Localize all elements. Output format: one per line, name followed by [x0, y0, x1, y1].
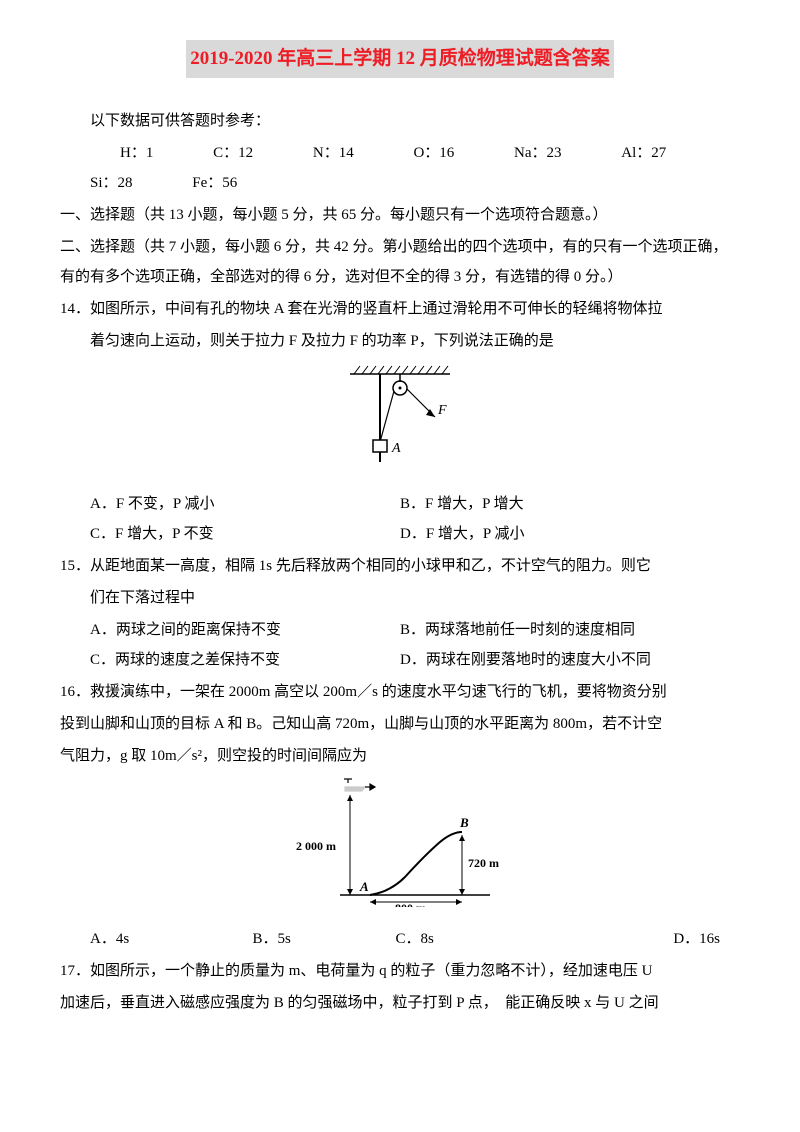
q14-opt-d: D．F 增大，P 减小	[400, 519, 740, 549]
q14-options-ab: A．F 不变，P 减小 B．F 增大，P 增大	[60, 489, 740, 519]
q15-opt-c: C．两球的速度之差保持不变	[60, 645, 400, 675]
q15-line1: 15．从距地面某一高度，相隔 1s 先后释放两个相同的小球甲和乙，不计空气的阻力…	[60, 551, 740, 581]
q16-opt-c: C．8s	[396, 924, 513, 954]
q16-line1: 16．救援演练中，一架在 2000m 高空以 200m／s 的速度水平匀速飞行的…	[60, 677, 740, 707]
q16-a-label: A	[359, 879, 369, 894]
q16-720-label: 720 m	[468, 856, 499, 870]
elements-row: H：1 C：12 N：14 O：16 Na：23 Al：27 Si：28 Fe：…	[60, 138, 740, 198]
q14-line1: 14．如图所示，中间有孔的物块 A 套在光滑的竖直杆上通过滑轮用不可伸长的轻绳将…	[60, 294, 740, 324]
el-n: N：14	[283, 138, 354, 168]
q14-a-label: A	[391, 441, 401, 456]
reference-intro: 以下数据可供答题时参考：	[60, 106, 740, 136]
q14-opt-c: C．F 增大，P 不变	[60, 519, 400, 549]
q15-opt-a: A．两球之间的距离保持不变	[60, 615, 400, 645]
q16-line3: 气阻力，g 取 10m／s²，则空投的时间间隔应为	[60, 741, 740, 771]
q16-figure: 2 000 m A B 720 m 800 m	[60, 777, 740, 918]
q14-figure: F A	[60, 362, 740, 483]
q14-opt-b: B．F 增大，P 增大	[400, 489, 740, 519]
q16-800-label: 800 m	[395, 901, 426, 907]
q14-opt-a: A．F 不变，P 减小	[60, 489, 400, 519]
el-fe: Fe：56	[162, 168, 237, 198]
q15-opt-d: D．两球在刚要落地时的速度大小不同	[400, 645, 740, 675]
q15-opt-b: B．两球落地前任一时刻的速度相同	[400, 615, 740, 645]
el-c: C：12	[183, 138, 253, 168]
q16-2000-label: 2 000 m	[296, 839, 336, 853]
section-1: 一、选择题（共 13 小题，每小题 5 分，共 65 分。每小题只有一个选项符合…	[60, 200, 740, 230]
el-h: H：1	[90, 138, 153, 168]
el-al: Al：27	[591, 138, 666, 168]
q16-opt-a: A．4s	[90, 924, 253, 954]
q16-b-label: B	[459, 815, 469, 830]
q16-opt-d: D．16s	[513, 924, 741, 954]
el-si: Si：28	[60, 168, 133, 198]
q17-line1: 17．如图所示，一个静止的质量为 m、电荷量为 q 的粒子（重力忽略不计），经加…	[60, 956, 740, 986]
el-o: O：16	[383, 138, 454, 168]
q17-line2: 加速后，垂直进入磁感应强度为 B 的匀强磁场中，粒子打到 P 点， 能正确反映 …	[60, 988, 740, 1018]
q15-options-ab: A．两球之间的距离保持不变 B．两球落地前任一时刻的速度相同	[60, 615, 740, 645]
el-na: Na：23	[484, 138, 562, 168]
q16-line2: 投到山脚和山顶的目标 A 和 B。己知山高 720m，山脚与山顶的水平距离为 8…	[60, 709, 740, 739]
page-title: 2019-2020 年高三上学期 12 月质检物理试题含答案	[186, 40, 614, 78]
q16-opt-b: B．5s	[253, 924, 396, 954]
q14-line2: 着匀速向上运动，则关于拉力 F 及拉力 F 的功率 P，下列说法正确的是	[60, 326, 740, 356]
section-2: 二、选择题（共 7 小题，每小题 6 分，共 42 分。第小题给出的四个选项中，…	[60, 232, 740, 292]
q14-options-cd: C．F 增大，P 不变 D．F 增大，P 减小	[60, 519, 740, 549]
q15-options-cd: C．两球的速度之差保持不变 D．两球在刚要落地时的速度大小不同	[60, 645, 740, 675]
q16-options: A．4s B．5s C．8s D．16s	[60, 924, 740, 954]
q14-f-label: F	[437, 403, 447, 418]
q15-line2: 们在下落过程中	[60, 583, 740, 613]
